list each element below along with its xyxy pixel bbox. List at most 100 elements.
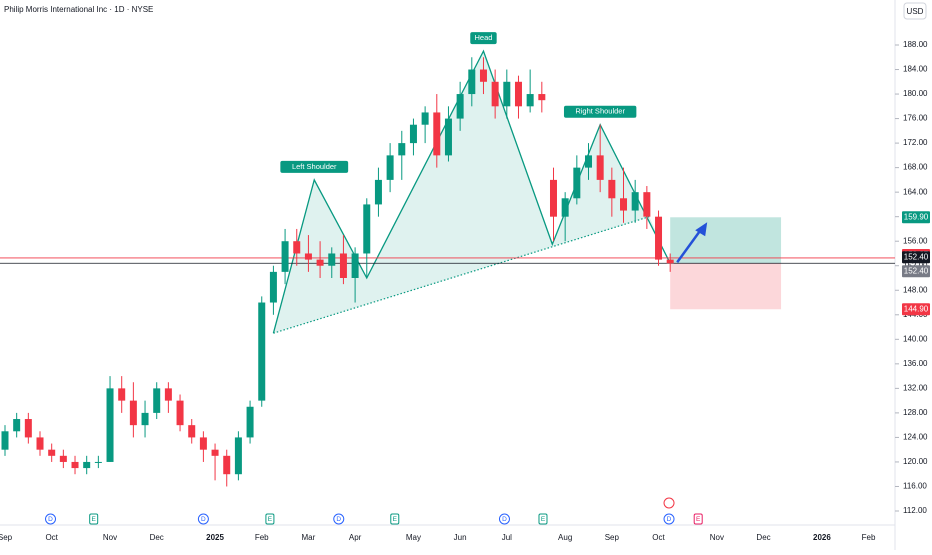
candle-body: [36, 437, 44, 450]
arrow-shaft: [676, 228, 703, 264]
candle-body: [491, 81, 499, 107]
candle-body: [129, 400, 137, 426]
candle-body: [141, 412, 149, 426]
pattern-label-box: [470, 32, 497, 45]
candle-body: [538, 94, 546, 101]
y-tick-label: 176.00: [903, 114, 928, 123]
candle-body: [13, 419, 21, 432]
event-marker: [265, 513, 275, 525]
pattern-label-box: [280, 160, 349, 173]
y-tick-label: 140.00: [903, 334, 928, 343]
candle-body: [153, 388, 161, 413]
y-tick-label: 136.00: [903, 359, 928, 368]
price-label: 152.40: [904, 252, 929, 261]
candle-body: [258, 302, 266, 401]
price-label-box: [902, 265, 930, 278]
x-tick-label: Aug: [558, 533, 572, 542]
x-tick-label: Nov: [710, 533, 724, 542]
candle-body: [363, 204, 371, 254]
candle-body: [561, 198, 569, 217]
candle-body: [468, 69, 476, 95]
pattern-label: Right Shoulder: [575, 107, 625, 116]
price-label: 159.90: [904, 212, 929, 221]
alert-marker: [663, 497, 675, 509]
y-tick-label: 120.00: [903, 457, 928, 466]
candle-body: [24, 419, 32, 438]
candle-body: [269, 271, 277, 303]
event-marker: [693, 513, 703, 525]
currency-box[interactable]: [903, 2, 927, 20]
x-tick-label: Oct: [652, 533, 665, 542]
candle-body: [339, 253, 347, 278]
candle-body: [666, 259, 674, 264]
candle-body: [409, 124, 417, 144]
event-label: E: [92, 516, 97, 523]
candle-body: [374, 179, 382, 205]
event-marker: [89, 513, 99, 525]
candle-body: [503, 81, 511, 107]
candle-body: [514, 81, 522, 107]
price-label: 144.90: [904, 304, 929, 313]
x-tick-label: Mar: [302, 533, 316, 542]
event-label: D: [48, 516, 53, 523]
event-label: D: [502, 516, 507, 523]
candle-body: [48, 449, 56, 456]
y-tick-label: 132.00: [903, 383, 928, 392]
candle-body: [1, 431, 9, 450]
x-tick-label: Sep: [605, 533, 620, 542]
candle-body: [316, 259, 324, 266]
candle-body: [421, 112, 429, 125]
x-tick-label: Nov: [103, 533, 117, 542]
y-tick-label: 164.00: [903, 187, 928, 196]
y-tick-label: 180.00: [903, 89, 928, 98]
price-label: 152.40: [904, 266, 929, 275]
pattern-area: [273, 51, 671, 334]
candle-body: [246, 406, 254, 438]
x-tick-label: Apr: [349, 533, 362, 542]
event-label: E: [393, 516, 398, 523]
candle-body: [328, 253, 336, 266]
y-tick-label: 168.00: [903, 163, 928, 172]
event-marker: [45, 513, 57, 525]
x-tick-label: 2026: [813, 533, 831, 542]
y-tick-label: 172.00: [903, 138, 928, 147]
candle-body: [304, 253, 312, 260]
event-label: E: [696, 516, 701, 523]
candle-body: [479, 69, 487, 82]
y-tick-label: 116.00: [903, 482, 927, 491]
candle-body: [351, 253, 359, 278]
x-tick-label: Feb: [255, 533, 269, 542]
y-tick-label: 188.00: [903, 40, 928, 49]
pattern-label: Left Shoulder: [292, 162, 337, 171]
target-zone: [670, 217, 782, 264]
event-marker: [390, 513, 400, 525]
candle-body: [620, 198, 628, 211]
candle-body: [118, 388, 126, 401]
candle-body: [293, 241, 301, 254]
event-marker: [663, 513, 675, 525]
candle-body: [106, 388, 114, 462]
currency[interactable]: USD: [907, 7, 924, 16]
x-tick-label: May: [406, 533, 421, 542]
candle-body: [211, 449, 219, 456]
candle-body: [71, 461, 79, 469]
candle-body: [398, 143, 406, 156]
candle-body: [596, 155, 604, 180]
pattern-label: Head: [475, 33, 493, 42]
candle-body: [234, 437, 242, 475]
arrow-head: [695, 222, 708, 237]
candle-body: [199, 437, 207, 450]
candle-body: [223, 455, 231, 475]
candle-body: [608, 179, 616, 199]
event-marker: [197, 513, 209, 525]
event-marker: [333, 513, 345, 525]
y-tick-label: 128.00: [903, 408, 928, 417]
y-tick-label: 148.00: [903, 285, 928, 294]
candle-body: [386, 155, 394, 180]
candle-body: [655, 216, 663, 260]
price-label-box: [902, 303, 930, 316]
event-label: E: [268, 516, 273, 523]
candle-body: [94, 461, 102, 463]
